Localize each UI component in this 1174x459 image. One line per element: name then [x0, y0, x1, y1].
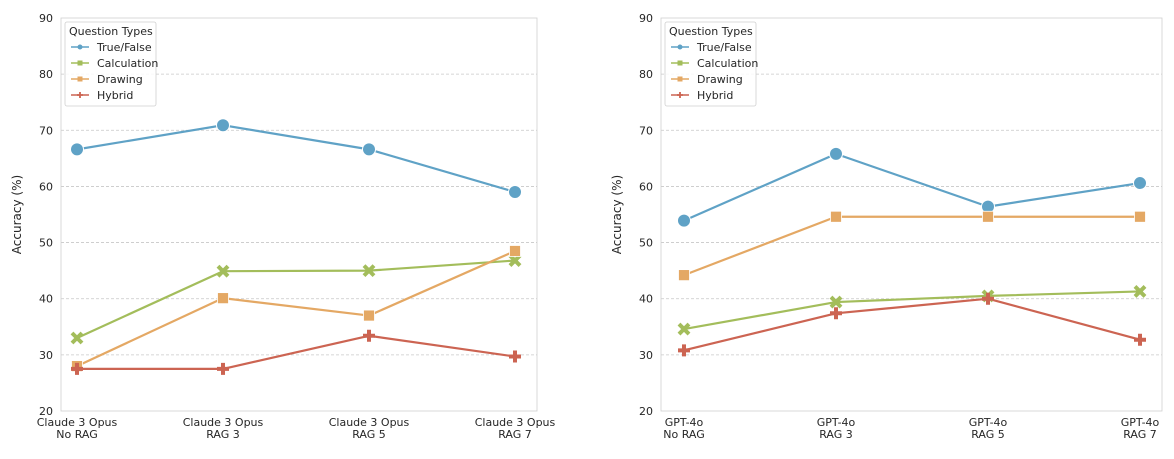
legend-marker [677, 44, 683, 50]
data-point-hybrid [1134, 333, 1146, 346]
legend-marker [677, 60, 683, 66]
data-point-drawing [830, 210, 842, 223]
data-point-true-false [829, 146, 843, 161]
y-tick-label: 40 [39, 293, 53, 306]
data-point-drawing [217, 292, 229, 305]
x-tick-label: Claude 3 Opus [475, 416, 556, 429]
data-point-hybrid [217, 362, 229, 375]
y-tick-label: 40 [639, 293, 653, 306]
series-line-drawing [683, 215, 1140, 277]
data-point-calculation [362, 264, 376, 278]
series-line-true-false [76, 124, 516, 194]
series-line-calculation [76, 259, 516, 340]
x-tick-label: Claude 3 Opus [37, 416, 118, 429]
legend-marker [677, 76, 683, 82]
data-point-drawing [982, 210, 994, 223]
y-tick-label: 90 [639, 12, 653, 25]
chart-panel-claude: 20 30 40 50 60 70 80 90 Accuracy (%) Claude 3 Opu… [10, 12, 556, 441]
x-tick-label: RAG 3 [206, 428, 240, 441]
data-point-calculation [216, 264, 230, 278]
x-tick-label: Claude 3 Opus [183, 416, 264, 429]
data-point-true-false [216, 118, 230, 133]
x-tick-label: No RAG [663, 428, 705, 441]
series-line-true-false [683, 152, 1141, 222]
y-tick-label: 30 [39, 349, 53, 362]
data-point-drawing [509, 245, 521, 257]
legend-marker [677, 92, 683, 98]
data-point-hybrid [363, 329, 375, 342]
data-point-true-false [508, 185, 522, 200]
y-tick-label: 80 [39, 68, 53, 81]
data-point-hybrid [509, 350, 521, 363]
legend-title: Question Types [69, 25, 153, 38]
legend-label: True/False [96, 41, 152, 54]
data-point-drawing [678, 269, 690, 282]
x-tick-label: RAG 3 [819, 428, 853, 441]
y-tick-label: 60 [639, 180, 653, 193]
y-tick-label: 60 [39, 180, 53, 193]
legend-label: Hybrid [697, 89, 733, 102]
data-point-calculation [508, 254, 522, 267]
y-tick-label: 20 [639, 405, 653, 418]
x-tick-label: GPT-4o [969, 416, 1008, 429]
data-point-calculation [677, 322, 691, 336]
data-point-hybrid [830, 307, 842, 320]
series-line-hybrid [683, 297, 1141, 352]
plot-frame [60, 17, 538, 412]
x-tick-label: RAG 7 [498, 428, 532, 441]
y-tick-label: 80 [639, 68, 653, 81]
series-line-drawing [76, 249, 516, 368]
data-point-true-false [1133, 176, 1147, 191]
y-tick-label: 30 [639, 349, 653, 362]
x-tick-label: RAG 7 [1123, 428, 1157, 441]
data-point-calculation [70, 331, 84, 345]
data-point-calculation [1133, 285, 1147, 298]
legend-marker [77, 60, 83, 66]
legend-title: Question Types [669, 25, 753, 38]
y-tick-label: 50 [39, 237, 53, 250]
x-tick-label: GPT-4o [665, 416, 704, 429]
legend-label: Drawing [97, 73, 143, 86]
y-tick-label: 50 [639, 237, 653, 250]
legend-label: Drawing [697, 73, 743, 86]
legend-box [664, 21, 757, 107]
data-point-hybrid [71, 362, 83, 375]
legend-label: Calculation [697, 57, 758, 70]
series-line-calculation [683, 290, 1141, 331]
legend-marker [77, 44, 83, 50]
data-point-true-false [70, 142, 84, 157]
data-point-drawing [363, 309, 375, 322]
y-axis-label: Accuracy (%) [610, 175, 624, 254]
y-tick-label: 20 [39, 405, 53, 418]
data-point-true-false [677, 213, 691, 228]
y-tick-label: 90 [39, 12, 53, 25]
x-tick-label: Claude 3 Opus [329, 416, 410, 429]
plot-frame [660, 17, 1163, 412]
legend-marker [77, 76, 83, 82]
data-point-hybrid [678, 344, 690, 357]
legend-marker [77, 92, 83, 98]
y-tick-label: 70 [39, 124, 53, 137]
legend-label: Hybrid [97, 89, 133, 102]
x-tick-label: No RAG [56, 428, 98, 441]
y-tick-label: 70 [639, 124, 653, 137]
data-point-true-false [362, 142, 376, 157]
series-line-hybrid [77, 334, 516, 370]
data-point-calculation [829, 295, 843, 309]
legend-label: Calculation [97, 57, 158, 70]
legend-box [64, 21, 157, 107]
y-axis-label: Accuracy (%) [10, 175, 24, 254]
data-point-hybrid [982, 292, 994, 305]
data-point-drawing [1134, 210, 1146, 223]
legend-label: True/False [696, 41, 752, 54]
x-tick-label: RAG 5 [971, 428, 1005, 441]
x-tick-label: GPT-4o [817, 416, 856, 429]
x-tick-label: GPT-4o [1121, 416, 1160, 429]
x-tick-label: RAG 5 [352, 428, 386, 441]
